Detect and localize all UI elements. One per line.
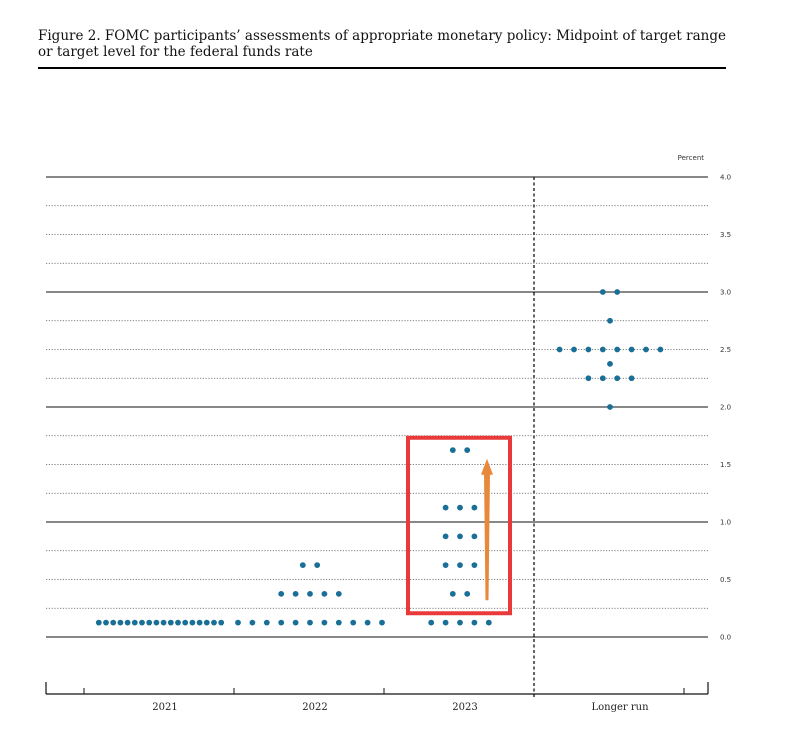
dot-point (314, 562, 321, 569)
dot-point (110, 619, 117, 626)
highlight-box (406, 435, 512, 616)
dot-point (442, 562, 449, 569)
dot-point (364, 619, 371, 626)
dot-point (182, 619, 189, 626)
dot-point (175, 619, 181, 626)
dot-point (607, 317, 613, 324)
dot-point (379, 619, 385, 626)
figure-title: Figure 2. FOMC participants’ assessments… (38, 28, 726, 60)
dot-point (321, 590, 328, 597)
dot-point (350, 619, 357, 626)
y-tick-label: 2.5 (720, 346, 731, 354)
dot-point (139, 619, 145, 626)
dot-point (321, 619, 328, 626)
dot-point (471, 533, 478, 540)
dot-point (599, 346, 606, 353)
arrow-head (481, 458, 493, 475)
dot-point (599, 375, 606, 382)
dot-point (457, 533, 463, 540)
y-axis-unit-label: Percent (678, 154, 705, 162)
y-tick-label: 1.5 (720, 461, 731, 469)
dot-point (449, 590, 456, 597)
dot-point (457, 619, 463, 626)
dot-point (471, 504, 478, 511)
dot-point (614, 346, 621, 353)
dot-point (556, 346, 563, 353)
dot-point (131, 619, 138, 626)
dot-point (189, 619, 196, 626)
dot-point (628, 375, 635, 382)
dot-point (218, 619, 225, 626)
dot-point (607, 360, 613, 367)
dot-point (278, 619, 285, 626)
dot-point (153, 619, 160, 626)
dot-point (203, 619, 210, 626)
dot-point (657, 346, 664, 353)
y-tick-label: 2.0 (720, 404, 731, 412)
x-category-label: 2022 (302, 702, 327, 713)
dot-point (307, 590, 313, 597)
dot-point (442, 504, 449, 511)
dot-point (599, 289, 606, 295)
dot-point (103, 619, 109, 626)
dot-point (614, 289, 621, 295)
dot-point (211, 619, 217, 626)
dot-point (335, 590, 342, 597)
dot-point (643, 346, 649, 353)
dot-point (607, 404, 613, 410)
dot-point (235, 619, 241, 626)
dot-point (585, 346, 592, 353)
dot-point (628, 346, 635, 353)
dot-point (263, 619, 270, 626)
dot-point (160, 619, 167, 626)
dot-point (428, 619, 435, 626)
y-tick-label: 1.0 (720, 519, 731, 527)
title-rule (38, 67, 726, 69)
dot-point (95, 619, 102, 626)
dot-point (485, 619, 492, 626)
x-category-label: Longer run (591, 702, 649, 713)
dot-point (449, 447, 456, 454)
y-tick-label: 4.0 (720, 174, 731, 182)
dot-point (571, 346, 577, 353)
dot-point (614, 375, 621, 382)
dot-point (442, 533, 449, 540)
dot-point (146, 619, 153, 626)
dot-point (124, 619, 131, 626)
y-tick-label: 0.5 (720, 576, 731, 584)
dot-point (335, 619, 342, 626)
dot-point (471, 562, 478, 569)
dot-point (457, 562, 463, 569)
arrow-shaft (484, 472, 490, 601)
dot-point (457, 504, 463, 511)
dot-point (307, 619, 313, 626)
x-category-label: 2021 (152, 702, 177, 713)
dot-point (464, 447, 471, 454)
dot-point (278, 590, 285, 597)
y-tick-label: 3.5 (720, 231, 731, 239)
dot-point (442, 619, 449, 626)
y-tick-label: 3.0 (720, 289, 731, 297)
dot-point (249, 619, 256, 626)
dot-point (299, 562, 306, 569)
dot-point (196, 619, 203, 626)
dot-point (292, 590, 299, 597)
x-category-label: 2023 (452, 702, 477, 713)
y-tick-label: 0.0 (720, 634, 731, 642)
dot-point (292, 619, 299, 626)
dot-point (117, 619, 124, 626)
dot-point (585, 375, 592, 382)
dot-point (167, 619, 174, 626)
dot-point (471, 619, 478, 626)
dot-point (464, 590, 471, 597)
